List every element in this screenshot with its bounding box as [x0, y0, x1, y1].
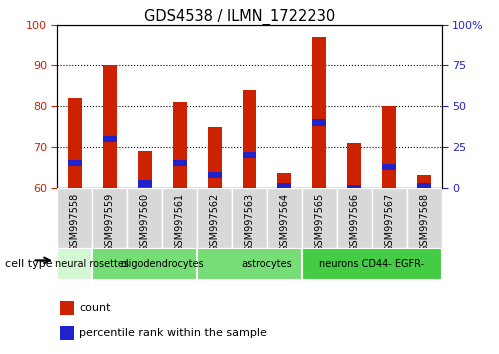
Text: GSM997562: GSM997562 [210, 193, 220, 252]
Bar [312, 37, 326, 188]
Bar [138, 181, 152, 187]
Bar [243, 152, 256, 158]
Text: GSM997564: GSM997564 [279, 193, 289, 252]
Text: GSM997563: GSM997563 [245, 193, 254, 252]
Bar [103, 65, 117, 188]
Bar [372, 188, 407, 248]
Bar [127, 188, 162, 248]
Text: GDS4538 / ILMN_1722230: GDS4538 / ILMN_1722230 [144, 9, 335, 25]
Bar [347, 143, 361, 188]
Bar [417, 183, 431, 189]
Text: percentile rank within the sample: percentile rank within the sample [79, 328, 267, 338]
Text: cell type: cell type [5, 259, 52, 269]
Text: GSM997558: GSM997558 [70, 193, 80, 252]
Bar [197, 248, 337, 280]
Text: astrocytes: astrocytes [242, 259, 292, 269]
Bar [277, 173, 291, 188]
Bar [68, 98, 82, 188]
Bar [57, 248, 127, 280]
Bar [173, 102, 187, 188]
Bar [407, 188, 442, 248]
Bar [208, 126, 222, 188]
Bar [208, 172, 222, 178]
Text: neural rosettes: neural rosettes [55, 259, 129, 269]
Bar [267, 188, 302, 248]
Bar [302, 188, 337, 248]
Bar [302, 248, 442, 280]
Bar [173, 160, 187, 166]
Text: neurons CD44- EGFR-: neurons CD44- EGFR- [319, 259, 424, 269]
Text: count: count [79, 303, 110, 313]
Bar [138, 151, 152, 188]
Bar [92, 188, 127, 248]
Bar [382, 106, 396, 188]
Bar [57, 188, 92, 248]
Bar [162, 188, 197, 248]
Text: GSM997560: GSM997560 [140, 193, 150, 252]
Bar [232, 188, 267, 248]
Bar [243, 90, 256, 188]
Bar [60, 326, 73, 340]
Bar [347, 184, 361, 191]
Bar [60, 301, 73, 315]
Text: GSM997559: GSM997559 [105, 193, 115, 252]
Text: oligodendrocytes: oligodendrocytes [120, 259, 204, 269]
Text: GSM997565: GSM997565 [314, 193, 324, 252]
Bar [68, 160, 82, 166]
Text: GSM997561: GSM997561 [175, 193, 185, 252]
Bar [103, 136, 117, 142]
Text: GSM997568: GSM997568 [419, 193, 429, 252]
Text: GSM997566: GSM997566 [349, 193, 359, 252]
Bar [417, 175, 431, 188]
Bar [382, 164, 396, 170]
Bar [312, 119, 326, 126]
Bar [92, 248, 232, 280]
Bar [197, 188, 232, 248]
Bar [277, 183, 291, 189]
Text: GSM997567: GSM997567 [384, 193, 394, 252]
Bar [337, 188, 372, 248]
